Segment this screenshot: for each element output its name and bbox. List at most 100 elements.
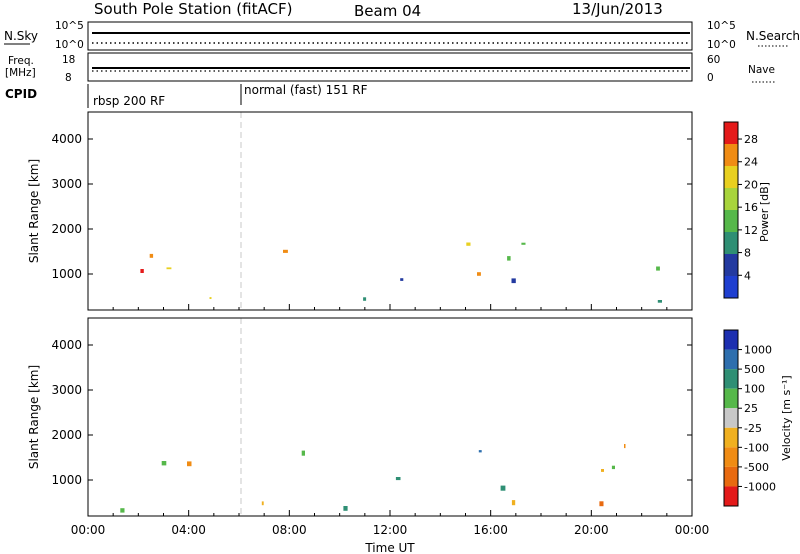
freq-left-tick-bottom: 8 bbox=[65, 72, 72, 84]
power-colorbar-tick-label: 24 bbox=[744, 156, 758, 169]
power-ytick-label: 3000 bbox=[51, 177, 82, 191]
power-colorbar-segment bbox=[724, 122, 738, 144]
power-colorbar-tick-label: 16 bbox=[744, 201, 758, 214]
time-tick-label: 00:00 bbox=[71, 523, 106, 537]
velocity-colorbar-segment bbox=[724, 408, 738, 428]
nsky-right-tick-bottom: 10^0 bbox=[707, 39, 736, 51]
velocity-echo-cell bbox=[511, 500, 516, 506]
power-y-axis: 1000 2000 3000 4000 bbox=[51, 132, 692, 281]
velocity-echo-cell bbox=[301, 450, 305, 456]
power-colorbar-segment bbox=[724, 188, 738, 210]
time-axis-label: Time UT bbox=[364, 541, 415, 554]
power-echo-cell bbox=[511, 278, 516, 284]
power-colorbar-segment bbox=[724, 254, 738, 276]
velocity-colorbar-fill: 1000 500 100 25 -25 -100 -500 -1000 bbox=[724, 330, 776, 506]
power-colorbar-tick-label: 8 bbox=[744, 247, 751, 260]
power-frame bbox=[87, 111, 693, 311]
freq-frame bbox=[87, 52, 693, 82]
cpid-row: CPID rbsp 200 RF normal (fast) 151 RF bbox=[5, 83, 368, 108]
power-echo-cell bbox=[466, 242, 471, 246]
power-colorbar-segment bbox=[724, 276, 738, 298]
velocity-colorbar-segment bbox=[724, 466, 738, 487]
power-echo-cell bbox=[283, 249, 288, 253]
power-x-axis bbox=[87, 304, 693, 310]
time-tick-label: 20:00 bbox=[574, 523, 609, 537]
velocity-colorbar-segment bbox=[724, 330, 738, 350]
velocity-colorbar-segment bbox=[724, 486, 738, 506]
velocity-ytick-label: 4000 bbox=[51, 338, 82, 352]
velocity-echo-cell bbox=[500, 485, 506, 491]
freq-left-tick-top: 18 bbox=[62, 54, 75, 66]
beam-label: Beam 04 bbox=[354, 2, 421, 20]
velocity-colorbar-segment bbox=[724, 447, 738, 467]
velocity-colorbar-tick-label: 25 bbox=[744, 402, 758, 415]
power-echo-cell bbox=[166, 267, 172, 270]
freq-label-line1: Freq. bbox=[8, 55, 34, 67]
nave-label: Nave bbox=[748, 64, 775, 76]
velocity-ytick-label: 2000 bbox=[51, 428, 82, 442]
power-echo-cell bbox=[477, 272, 481, 276]
velocity-echo-cell bbox=[599, 501, 604, 507]
velocity-colorbar-tick-label: -100 bbox=[744, 441, 769, 454]
power-echo-cell bbox=[656, 266, 660, 271]
velocity-y-axis: 1000 2000 3000 4000 bbox=[51, 338, 692, 487]
nsky-label: N.Sky bbox=[4, 29, 38, 43]
power-echo-cell bbox=[209, 297, 212, 299]
power-echo-cell bbox=[507, 256, 511, 261]
velocity-colorbar-tick-label: 500 bbox=[744, 363, 765, 376]
power-colorbar-label: Power [dB] bbox=[758, 182, 771, 242]
power-echo-cell bbox=[149, 253, 154, 258]
velocity-colorbar-tick-label: -1000 bbox=[744, 480, 776, 493]
velocity-echo-cell bbox=[261, 501, 264, 506]
velocity-echo-cell bbox=[611, 465, 615, 470]
freq-right-tick-bottom: 0 bbox=[707, 72, 714, 84]
velocity-echo-cell bbox=[478, 450, 482, 453]
power-colorbar-segment bbox=[724, 210, 738, 232]
nsky-left-tick-top: 10^5 bbox=[55, 20, 84, 32]
velocity-panel: 1000 2000 3000 4000 00:00 04:00 08:00 12:00 16:… bbox=[27, 317, 793, 554]
velocity-colorbar-tick-label: -500 bbox=[744, 461, 769, 474]
time-tick-label: 16:00 bbox=[473, 523, 508, 537]
date-label: 13/Jun/2013 bbox=[572, 0, 663, 18]
power-echo-cell bbox=[657, 300, 662, 303]
cpid-segment-1: rbsp 200 RF bbox=[93, 94, 165, 108]
cpid-segment-2: normal (fast) 151 RF bbox=[244, 83, 368, 97]
power-y-label: Slant Range [km] bbox=[27, 159, 41, 263]
power-colorbar-tick-label: 28 bbox=[744, 133, 758, 146]
power-colorbar-segment bbox=[724, 166, 738, 188]
velocity-echo-cell bbox=[395, 477, 401, 481]
velocity-echo-cell bbox=[601, 469, 604, 472]
nsky-frame bbox=[87, 21, 693, 51]
power-panel: 1000 2000 3000 4000 Slant Range [km] 4 8 12 16… bbox=[27, 111, 771, 311]
velocity-colorbar bbox=[723, 329, 739, 507]
velocity-colorbar-segment bbox=[724, 388, 738, 409]
time-tick-label: 04:00 bbox=[171, 523, 206, 537]
chart-title: South Pole Station (fitACF) bbox=[94, 0, 292, 18]
velocity-echo-cell bbox=[161, 461, 167, 466]
power-ytick-label: 1000 bbox=[51, 267, 82, 281]
nsearch-label: N.Search bbox=[746, 29, 800, 43]
power-colorbar-segment bbox=[724, 232, 738, 254]
velocity-colorbar-segment bbox=[724, 427, 738, 448]
velocity-colorbar-tick-label: 100 bbox=[744, 383, 765, 396]
power-ytick-label: 2000 bbox=[51, 222, 82, 236]
velocity-echo-cell bbox=[120, 508, 125, 513]
power-echo-cell bbox=[400, 278, 404, 281]
power-ytick-label: 4000 bbox=[51, 132, 82, 146]
velocity-ytick-label: 1000 bbox=[51, 473, 82, 487]
velocity-y-label: Slant Range [km] bbox=[27, 365, 41, 469]
power-colorbar-segment bbox=[724, 144, 738, 166]
velocity-ytick-label: 3000 bbox=[51, 383, 82, 397]
power-colorbar-tick-label: 4 bbox=[744, 269, 751, 282]
freq-label-line2: [MHz] bbox=[5, 67, 36, 79]
power-echo-cell bbox=[363, 297, 367, 301]
power-colorbar bbox=[723, 121, 739, 299]
power-echo-cell bbox=[140, 269, 144, 273]
velocity-echo-cell bbox=[343, 506, 348, 511]
velocity-colorbar-tick-label: 1000 bbox=[744, 344, 772, 357]
velocity-echo-cell bbox=[624, 444, 626, 449]
nsky-panel: N.Sky 10^5 10^0 10^5 10^0 N.Search bbox=[4, 20, 800, 51]
velocity-colorbar-tick-label: -25 bbox=[744, 422, 762, 435]
velocity-echo-layer bbox=[120, 444, 626, 513]
